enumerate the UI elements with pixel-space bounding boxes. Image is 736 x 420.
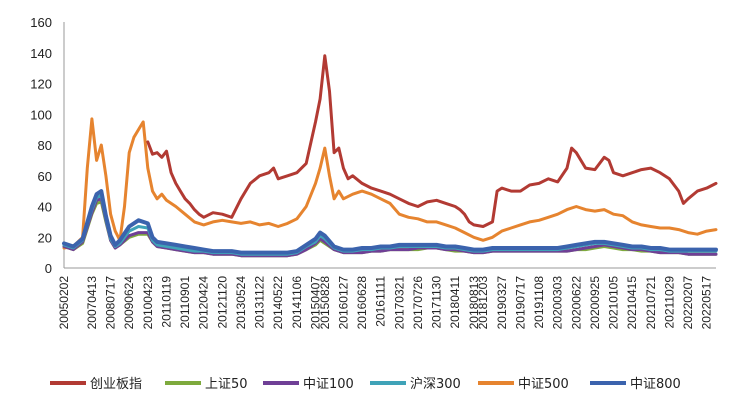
legend-label: 中证100 <box>303 377 354 392</box>
y-tick-label: 80 <box>38 138 52 153</box>
x-tick-label: 20090624 <box>122 276 136 330</box>
x-tick-label: 20170321 <box>392 276 406 330</box>
x-tick-label: 20160127 <box>336 276 350 330</box>
y-axis: 0 20 40 60 80 100 120 140 160 <box>30 15 65 276</box>
x-tick-label: 20050202 <box>57 276 71 330</box>
x-tick-label: 20170726 <box>411 276 425 330</box>
x-tick-label: 20200925 <box>588 276 602 330</box>
x-tick-label: 20171130 <box>430 276 444 329</box>
x-tick-label: 20110901 <box>178 276 192 329</box>
y-tick-label: 140 <box>30 46 52 61</box>
x-tick-label: 20121120 <box>215 276 229 329</box>
x-tick-label: 20190717 <box>513 276 527 330</box>
x-tick-label: 20181203 <box>476 276 490 330</box>
x-tick-label: 20070413 <box>85 276 99 330</box>
series-line <box>62 117 718 250</box>
x-axis: 20050202 20070413 20080717 20090624 20100423… <box>57 267 716 330</box>
legend-label: 沪深300 <box>410 376 461 392</box>
series-lines <box>62 54 718 258</box>
x-tick-label: 20220517 <box>700 276 714 330</box>
x-tick-label: 20190327 <box>495 276 509 330</box>
series-line <box>146 54 718 228</box>
x-tick-label: 20110119 <box>159 276 173 328</box>
x-tick-label: 20180813 <box>467 276 481 330</box>
x-tick-label: 20191108 <box>532 276 546 329</box>
x-tick-label: 20150828 <box>318 276 332 330</box>
x-tick-label: 20131122 <box>253 276 267 329</box>
legend-label: 中证800 <box>630 377 681 392</box>
x-tick-label: 20161111 <box>374 276 388 327</box>
series-line <box>62 189 718 255</box>
y-tick-label: 100 <box>30 107 52 122</box>
x-tick-label: 20180411 <box>448 276 462 329</box>
legend-label: 中证500 <box>518 377 569 392</box>
x-tick-label: 20211029 <box>662 276 676 329</box>
x-tick-label: 20080717 <box>104 276 118 330</box>
y-tick-label: 0 <box>45 261 52 276</box>
x-tick-label: 20200622 <box>569 276 583 330</box>
x-tick-label: 20140522 <box>271 276 285 330</box>
y-tick-label: 20 <box>38 230 52 245</box>
x-tick-label: 20150407 <box>308 276 322 330</box>
x-tick-label: 20130524 <box>234 276 248 330</box>
y-tick-label: 40 <box>38 200 52 215</box>
y-tick-label: 160 <box>30 15 52 30</box>
legend: 创业板指 上证50 中证100 沪深300 中证500 中证800 <box>50 376 681 392</box>
legend-label: 上证50 <box>205 377 248 392</box>
x-tick-label: 20200303 <box>551 276 565 330</box>
x-tick-label: 20220207 <box>681 276 695 330</box>
y-tick-label: 120 <box>30 77 52 92</box>
x-tick-label: 20210721 <box>644 276 658 330</box>
y-tick-label: 60 <box>38 169 52 184</box>
x-tick-label: 20120424 <box>197 276 211 330</box>
x-tick-label: 20210105 <box>607 276 621 330</box>
x-tick-label: 20160628 <box>355 276 369 330</box>
x-tick-label: 20141106 <box>290 276 304 329</box>
x-tick-label: 20100423 <box>141 276 155 330</box>
legend-label: 创业板指 <box>90 377 142 392</box>
x-tick-label: 20210415 <box>625 276 639 330</box>
